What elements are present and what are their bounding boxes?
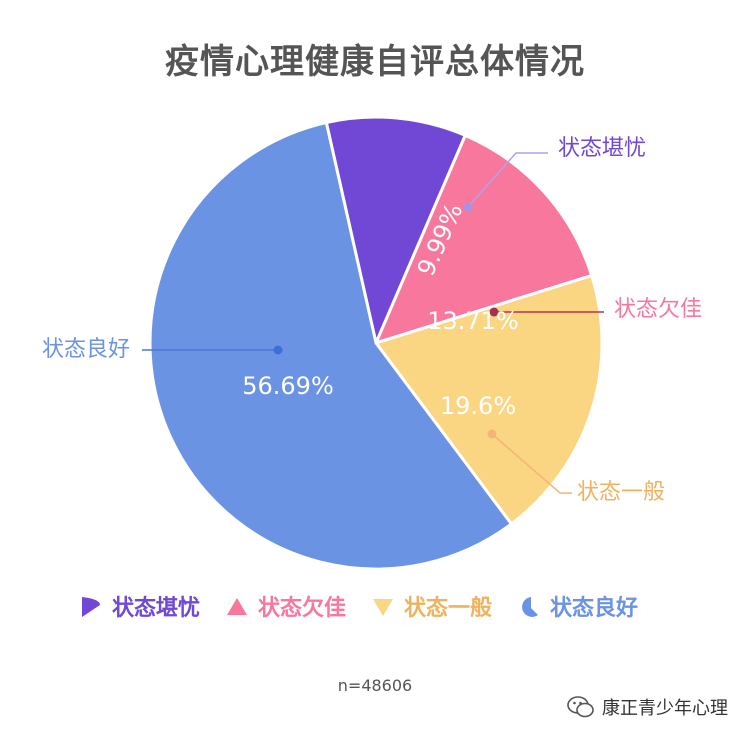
slice-status-good <box>148 120 514 571</box>
legend-label: 状态欠佳 <box>258 596 347 621</box>
callout-worrying <box>463 152 548 212</box>
legend-swatch <box>522 597 539 617</box>
legend-swatch <box>227 598 248 615</box>
watermark: 康正青少年心理 <box>566 694 728 720</box>
legend-label: 状态良好 <box>550 596 639 621</box>
callout-label-poor: 状态欠佳 <box>614 297 702 322</box>
pct-label-poor: 13.71% <box>427 307 519 335</box>
slice-status-worrying <box>324 115 468 348</box>
callout-label-good: 状态良好 <box>42 337 130 362</box>
legend-item-average: 状态一般 <box>372 590 492 622</box>
callout-label-worrying: 状态堪忧 <box>558 136 646 161</box>
legend-label: 状态一般 <box>404 596 493 621</box>
callout-good <box>142 345 283 355</box>
legend-item-good: 状态良好 <box>518 590 638 622</box>
legend-swatch <box>82 597 100 617</box>
callout-poor <box>489 307 604 317</box>
sample-size-note: n=48606 <box>337 676 413 695</box>
chart-title: 疫情心理健康自评总体情况 <box>165 42 585 82</box>
wechat-icon <box>567 696 594 718</box>
legend: 状态堪忧 状态欠佳 状态一般 状态良好 <box>80 588 720 624</box>
legend-item-worrying: 状态堪忧 <box>80 590 200 622</box>
legend-label: 状态堪忧 <box>112 596 201 621</box>
slice-status-average <box>373 273 604 527</box>
watermark-text: 康正青少年心理 <box>602 698 728 719</box>
legend-swatch <box>373 599 394 616</box>
callout-label-average: 状态一般 <box>577 480 665 505</box>
legend-item-poor: 状态欠佳 <box>226 590 346 622</box>
pct-label-average: 19.6% <box>440 392 516 420</box>
callout-average <box>487 429 572 494</box>
pct-label-good: 56.69% <box>242 372 334 400</box>
